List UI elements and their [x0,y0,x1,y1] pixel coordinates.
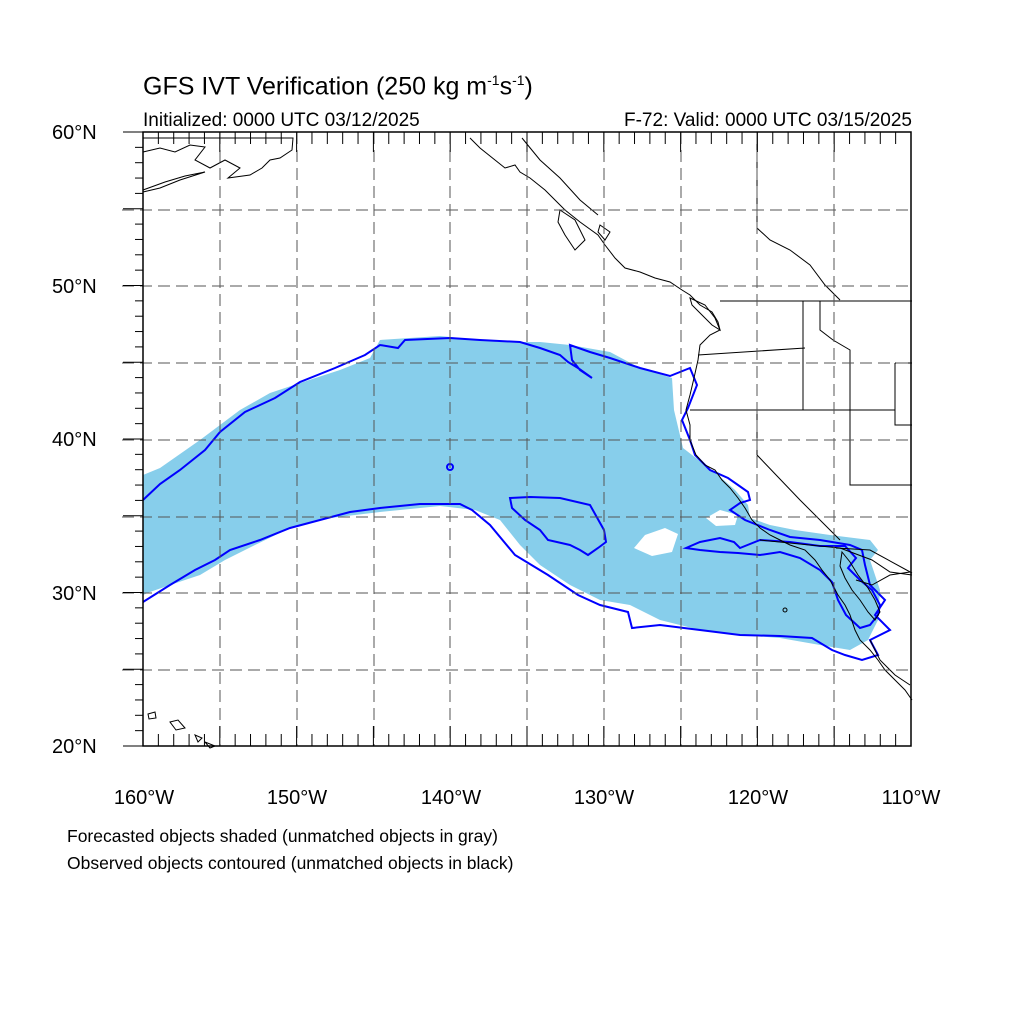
border-canada-alaska [521,137,599,216]
island-guadalupe [782,607,788,613]
observed-ivt-contour [142,336,892,662]
forecast-ivt-object [143,336,880,650]
coastline-northwest [469,137,913,701]
coastline-hawaii [147,711,217,749]
lon-label-120w: 120°W [727,787,789,809]
forecast-gap [634,528,678,556]
map-title: GFS IVT Verification (250 kg m-1s-1) [143,72,533,101]
valid-time-label: F-72: Valid: 0000 UTC 03/15/2025 [624,110,912,131]
coastline-islands [557,209,722,332]
lon-label-150w: 150°W [266,787,328,809]
border-us-mexico [835,547,913,574]
lat-label-20n: 20°N [52,736,97,758]
political-borders [521,137,913,576]
coastline-alaska-south [142,171,206,193]
lat-label-50n: 50°N [52,276,97,298]
observed-ivt-contour [508,495,608,557]
coastline-alaska [142,137,294,179]
border-canada-interior [756,138,841,301]
forecast-gap [706,510,738,526]
legend-note-observed: Observed objects contoured (unmatched ob… [67,853,514,873]
lat-label-60n: 60°N [52,122,97,144]
lon-label-110w: 110°W [881,787,941,809]
grid [122,132,911,746]
lon-label-140w: 140°W [420,787,482,809]
lon-label-130w: 130°W [573,787,635,809]
axis-ticks [123,131,912,747]
forecast-objects [143,336,880,650]
init-time-label: Initialized: 0000 UTC 03/12/2025 [143,110,420,131]
coastlines [142,137,913,749]
lat-label-30n: 30°N [52,583,97,605]
coastline-baja [839,550,881,621]
lon-label-160w: 160°W [113,787,175,809]
legend-note-forecast: Forecasted objects shaded (unmatched obj… [67,826,498,846]
lat-label-40n: 40°N [52,429,97,451]
